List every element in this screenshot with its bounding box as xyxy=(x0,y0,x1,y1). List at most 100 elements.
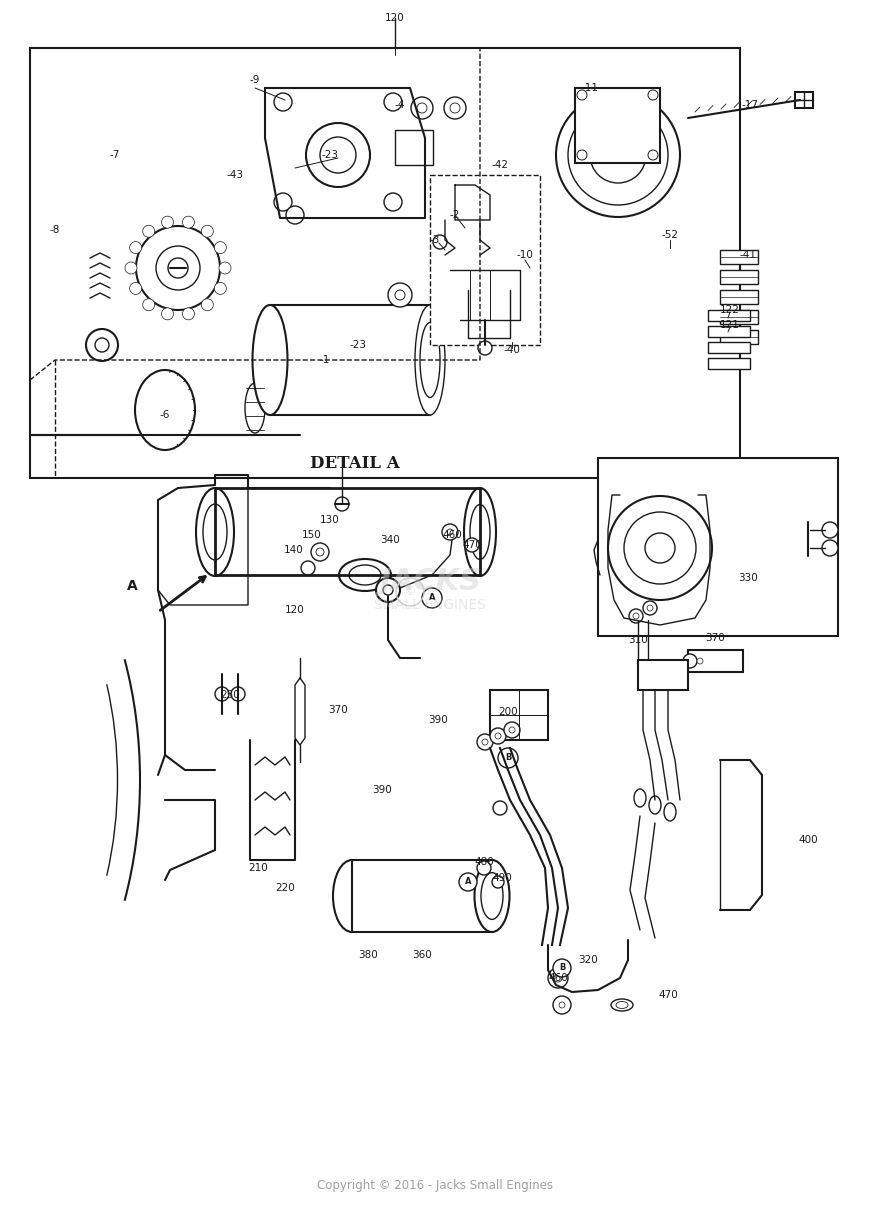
Text: 200: 200 xyxy=(498,707,517,718)
Ellipse shape xyxy=(420,323,440,397)
Text: -7: -7 xyxy=(109,150,120,159)
Circle shape xyxy=(95,338,109,352)
Circle shape xyxy=(647,91,657,100)
Bar xyxy=(597,458,837,635)
Circle shape xyxy=(481,739,488,745)
Circle shape xyxy=(644,533,674,563)
Ellipse shape xyxy=(648,796,660,814)
Ellipse shape xyxy=(610,999,633,1011)
Text: 480: 480 xyxy=(474,856,494,867)
Circle shape xyxy=(306,123,369,187)
Text: 340: 340 xyxy=(380,535,400,545)
Text: DETAIL A: DETAIL A xyxy=(309,455,399,472)
Text: 121: 121 xyxy=(720,320,740,330)
Text: 470: 470 xyxy=(461,540,481,550)
Text: A: A xyxy=(127,579,137,593)
Text: -23: -23 xyxy=(349,339,366,350)
Circle shape xyxy=(382,585,393,596)
Circle shape xyxy=(168,259,188,278)
Bar xyxy=(794,92,812,108)
Text: 490: 490 xyxy=(492,873,511,883)
Ellipse shape xyxy=(245,383,265,432)
Circle shape xyxy=(464,538,479,552)
Circle shape xyxy=(315,548,323,556)
Bar xyxy=(707,358,749,368)
Ellipse shape xyxy=(663,803,675,821)
Text: 310: 310 xyxy=(627,635,647,645)
Circle shape xyxy=(182,308,195,320)
Circle shape xyxy=(383,193,401,211)
Circle shape xyxy=(214,242,226,254)
Text: 390: 390 xyxy=(428,715,448,725)
Circle shape xyxy=(682,654,696,668)
Circle shape xyxy=(219,262,231,274)
Circle shape xyxy=(642,602,656,615)
Ellipse shape xyxy=(415,304,444,416)
Ellipse shape xyxy=(634,789,646,807)
Circle shape xyxy=(143,225,155,237)
Bar xyxy=(720,271,757,284)
Circle shape xyxy=(441,524,457,540)
Text: -40: -40 xyxy=(503,345,520,355)
Circle shape xyxy=(607,496,711,600)
Text: 360: 360 xyxy=(412,949,431,960)
Circle shape xyxy=(383,93,401,111)
Text: -42: -42 xyxy=(491,159,507,170)
Circle shape xyxy=(443,97,466,120)
Circle shape xyxy=(459,873,476,892)
Circle shape xyxy=(494,733,501,739)
Text: 470: 470 xyxy=(657,991,677,1000)
Circle shape xyxy=(447,529,453,535)
Text: 140: 140 xyxy=(284,545,303,554)
Circle shape xyxy=(388,283,412,307)
Circle shape xyxy=(310,544,328,561)
Circle shape xyxy=(647,150,657,159)
Ellipse shape xyxy=(469,505,489,559)
Circle shape xyxy=(125,262,136,274)
Bar xyxy=(269,304,429,416)
Circle shape xyxy=(410,97,433,120)
Circle shape xyxy=(162,308,173,320)
Bar xyxy=(720,310,757,324)
Text: 120: 120 xyxy=(385,13,404,23)
Text: Copyright © 2016 - Jacks Small Engines: Copyright © 2016 - Jacks Small Engines xyxy=(316,1179,553,1191)
Circle shape xyxy=(375,577,400,602)
Circle shape xyxy=(647,605,653,611)
Circle shape xyxy=(214,283,226,295)
Circle shape xyxy=(553,997,570,1014)
Text: B: B xyxy=(504,754,511,762)
Circle shape xyxy=(182,216,195,228)
Ellipse shape xyxy=(135,370,195,451)
Circle shape xyxy=(628,609,642,623)
Circle shape xyxy=(503,722,520,738)
Circle shape xyxy=(136,226,220,310)
Circle shape xyxy=(497,748,517,768)
Text: 120: 120 xyxy=(285,605,304,615)
Ellipse shape xyxy=(333,860,370,933)
Circle shape xyxy=(567,105,667,205)
Bar xyxy=(687,650,742,672)
Circle shape xyxy=(508,727,514,733)
Circle shape xyxy=(477,341,492,355)
Text: -10: -10 xyxy=(516,250,533,260)
Bar xyxy=(637,660,687,690)
Text: A: A xyxy=(428,593,434,603)
Circle shape xyxy=(143,298,155,310)
Circle shape xyxy=(395,290,405,300)
Bar xyxy=(489,690,547,741)
Bar xyxy=(707,342,749,353)
Ellipse shape xyxy=(252,304,287,416)
Circle shape xyxy=(559,1001,564,1007)
Text: -11: -11 xyxy=(580,83,598,93)
Bar xyxy=(429,175,540,345)
Text: A: A xyxy=(464,877,471,887)
Text: 380: 380 xyxy=(358,949,377,960)
Ellipse shape xyxy=(615,1001,627,1009)
Circle shape xyxy=(623,512,695,583)
Text: 400: 400 xyxy=(797,835,817,846)
Circle shape xyxy=(633,612,638,618)
Bar xyxy=(720,250,757,265)
Text: B: B xyxy=(558,964,565,972)
Circle shape xyxy=(555,93,680,217)
Circle shape xyxy=(492,876,503,888)
